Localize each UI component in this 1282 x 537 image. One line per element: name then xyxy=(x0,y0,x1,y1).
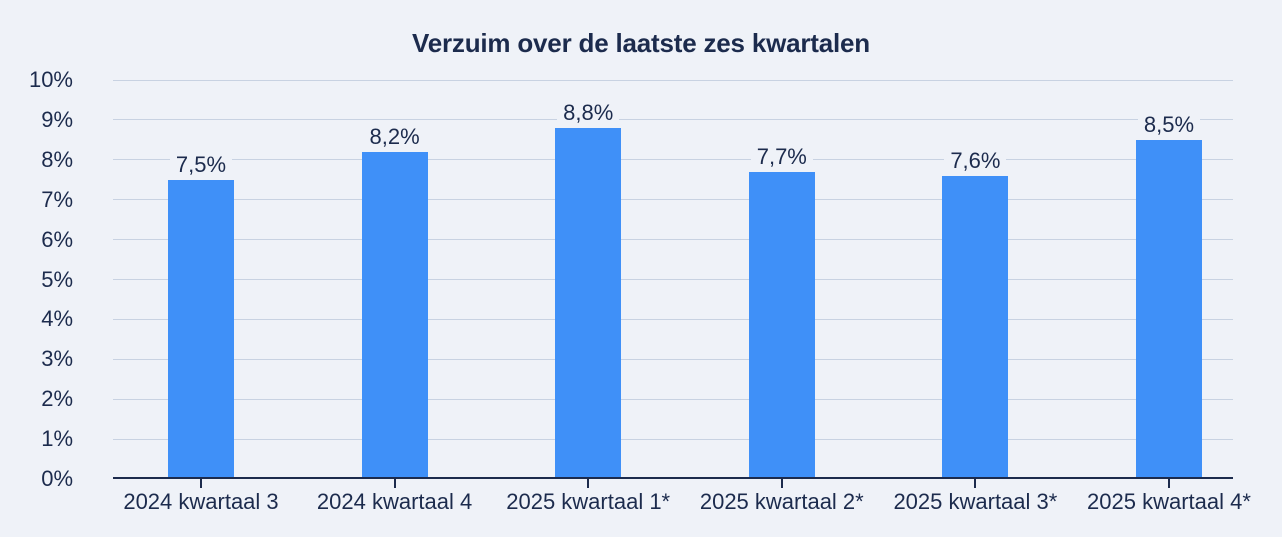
bar xyxy=(168,179,234,477)
y-axis-label: 0% xyxy=(41,466,73,491)
x-axis-tick xyxy=(780,479,783,488)
x-axis-line xyxy=(113,477,1233,479)
gridline xyxy=(113,79,1233,81)
bar xyxy=(1136,139,1202,477)
bar-value-label: 8,5% xyxy=(1089,111,1249,138)
chart-title: Verzuim over de laatste zes kwartalen xyxy=(412,28,870,58)
bar xyxy=(748,171,815,477)
bar-value-text: 7,7% xyxy=(750,143,813,170)
bar-value-text: 8,5% xyxy=(1137,111,1201,138)
gridline xyxy=(113,358,1233,360)
bar-value-text: 8,8% xyxy=(557,99,620,126)
y-axis-label: 9% xyxy=(41,106,73,132)
bar xyxy=(942,175,1009,477)
bar-value-text: 7,5% xyxy=(169,151,233,178)
gridline xyxy=(113,239,1233,241)
gridline xyxy=(113,398,1233,400)
y-axis-label: 7% xyxy=(41,186,73,212)
x-axis-tick xyxy=(1168,479,1170,488)
gridline xyxy=(113,318,1233,320)
y-axis-label: 2% xyxy=(41,386,73,412)
bar-value-text: 8,2% xyxy=(363,123,426,150)
gridline xyxy=(113,438,1233,440)
gridline xyxy=(113,159,1233,161)
y-axis-label: 3% xyxy=(41,346,73,372)
bar xyxy=(555,127,622,477)
gridline xyxy=(113,119,1233,121)
x-axis-tick xyxy=(393,479,396,488)
gridline xyxy=(113,199,1233,201)
y-axis-label: 6% xyxy=(41,226,73,252)
y-axis-label: 10% xyxy=(28,67,73,92)
bar-value-label: 8,8% xyxy=(508,99,668,126)
bar-value-label: 8,2% xyxy=(315,123,475,150)
y-axis-label: 5% xyxy=(41,266,73,292)
y-axis-label: 8% xyxy=(41,146,73,172)
x-axis-tick xyxy=(974,479,977,488)
x-axis-label: 2025 kwartaal 2* xyxy=(699,489,864,514)
y-axis-label: 4% xyxy=(41,306,73,332)
bar-value-label: 7,6% xyxy=(895,147,1055,174)
bar xyxy=(361,151,428,477)
bar-value-text: 7,6% xyxy=(944,147,1007,174)
x-axis-label: 2025 kwartaal 4* xyxy=(1087,489,1251,514)
y-axis-label: 1% xyxy=(41,426,73,452)
x-axis-label: 2025 kwartaal 1* xyxy=(506,489,671,514)
gridline xyxy=(113,279,1233,280)
x-axis-label: 2025 kwartaal 3* xyxy=(893,489,1058,514)
bar-value-label: 7,7% xyxy=(702,143,862,170)
bar-value-label: 7,5% xyxy=(121,151,281,178)
x-axis-label: 2024 kwartaal 4 xyxy=(316,489,473,514)
x-axis-tick xyxy=(200,479,202,488)
x-axis-tick xyxy=(587,479,590,488)
x-axis-label: 2024 kwartaal 3 xyxy=(123,489,279,514)
